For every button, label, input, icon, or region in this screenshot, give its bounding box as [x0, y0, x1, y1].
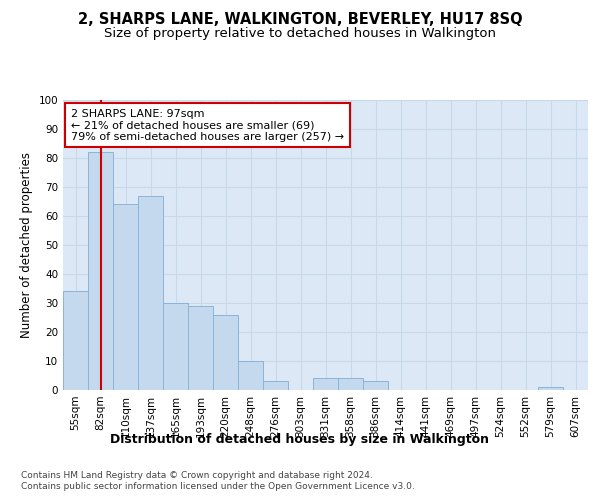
Bar [238, 361, 263, 390]
Text: Contains HM Land Registry data © Crown copyright and database right 2024.: Contains HM Land Registry data © Crown c… [21, 471, 373, 480]
Y-axis label: Number of detached properties: Number of detached properties [20, 152, 33, 338]
Bar [188, 306, 213, 390]
Text: 2 SHARPS LANE: 97sqm
← 21% of detached houses are smaller (69)
79% of semi-detac: 2 SHARPS LANE: 97sqm ← 21% of detached h… [71, 108, 344, 142]
Text: 2, SHARPS LANE, WALKINGTON, BEVERLEY, HU17 8SQ: 2, SHARPS LANE, WALKINGTON, BEVERLEY, HU… [77, 12, 523, 28]
Text: Contains public sector information licensed under the Open Government Licence v3: Contains public sector information licen… [21, 482, 415, 491]
Bar [113, 204, 138, 390]
Bar [338, 378, 363, 390]
Bar [263, 382, 288, 390]
Bar [138, 196, 163, 390]
Bar [63, 292, 88, 390]
Bar [538, 387, 563, 390]
Bar [313, 378, 338, 390]
Text: Distribution of detached houses by size in Walkington: Distribution of detached houses by size … [110, 432, 490, 446]
Bar [363, 382, 388, 390]
Bar [213, 314, 238, 390]
Bar [88, 152, 113, 390]
Bar [163, 303, 188, 390]
Text: Size of property relative to detached houses in Walkington: Size of property relative to detached ho… [104, 28, 496, 40]
